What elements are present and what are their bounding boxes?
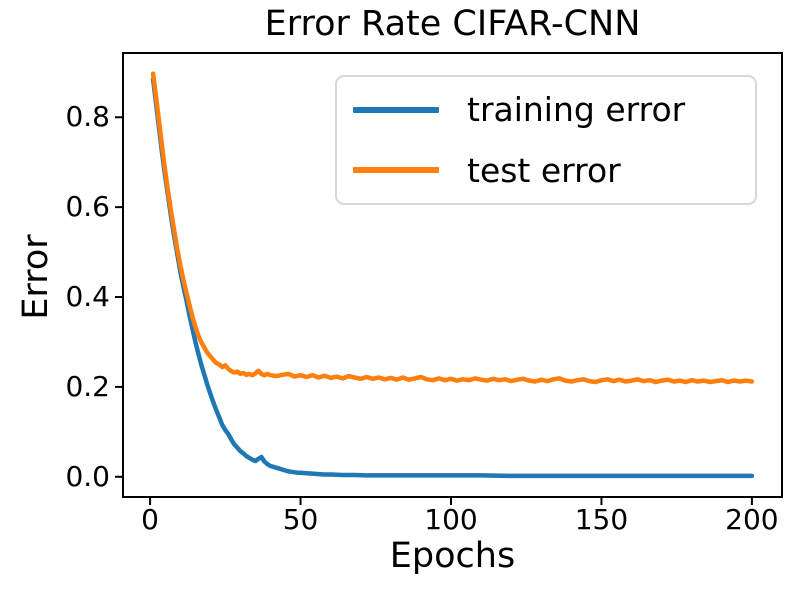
legend-label-training-error: training error: [467, 90, 686, 130]
series-group: [150, 71, 755, 479]
y-tick-label-0.0: 0.0: [65, 459, 110, 493]
y-tick-label-0.8: 0.8: [65, 100, 110, 134]
training-error-line: [150, 76, 755, 479]
y-tick-label-0.6: 0.6: [65, 190, 110, 224]
x-tick-label-50: 50: [282, 503, 319, 536]
y-tick-label-0.4: 0.4: [65, 280, 110, 314]
legend-row-test-error: test error: [347, 140, 745, 200]
legend: training error test error: [335, 75, 757, 205]
x-tick-label-150: 150: [574, 503, 629, 536]
x-tick-label-0: 0: [141, 503, 159, 536]
legend-row-training-error: training error: [347, 80, 745, 140]
y-tick-label-0.2: 0.2: [65, 369, 110, 403]
ticks-group: [115, 116, 753, 505]
legend-label-test-error: test error: [467, 150, 621, 190]
x-axis-label: Epochs: [389, 536, 516, 576]
test-error-line: [150, 71, 755, 385]
axes-border: [122, 52, 783, 498]
test-error-line-sample: [353, 167, 439, 174]
training-error-line-sample: [353, 106, 439, 113]
x-tick-label-100: 100: [424, 503, 478, 536]
chart-title: Error Rate CIFAR-CNN: [264, 4, 641, 44]
x-tick-label-200: 200: [725, 503, 779, 536]
